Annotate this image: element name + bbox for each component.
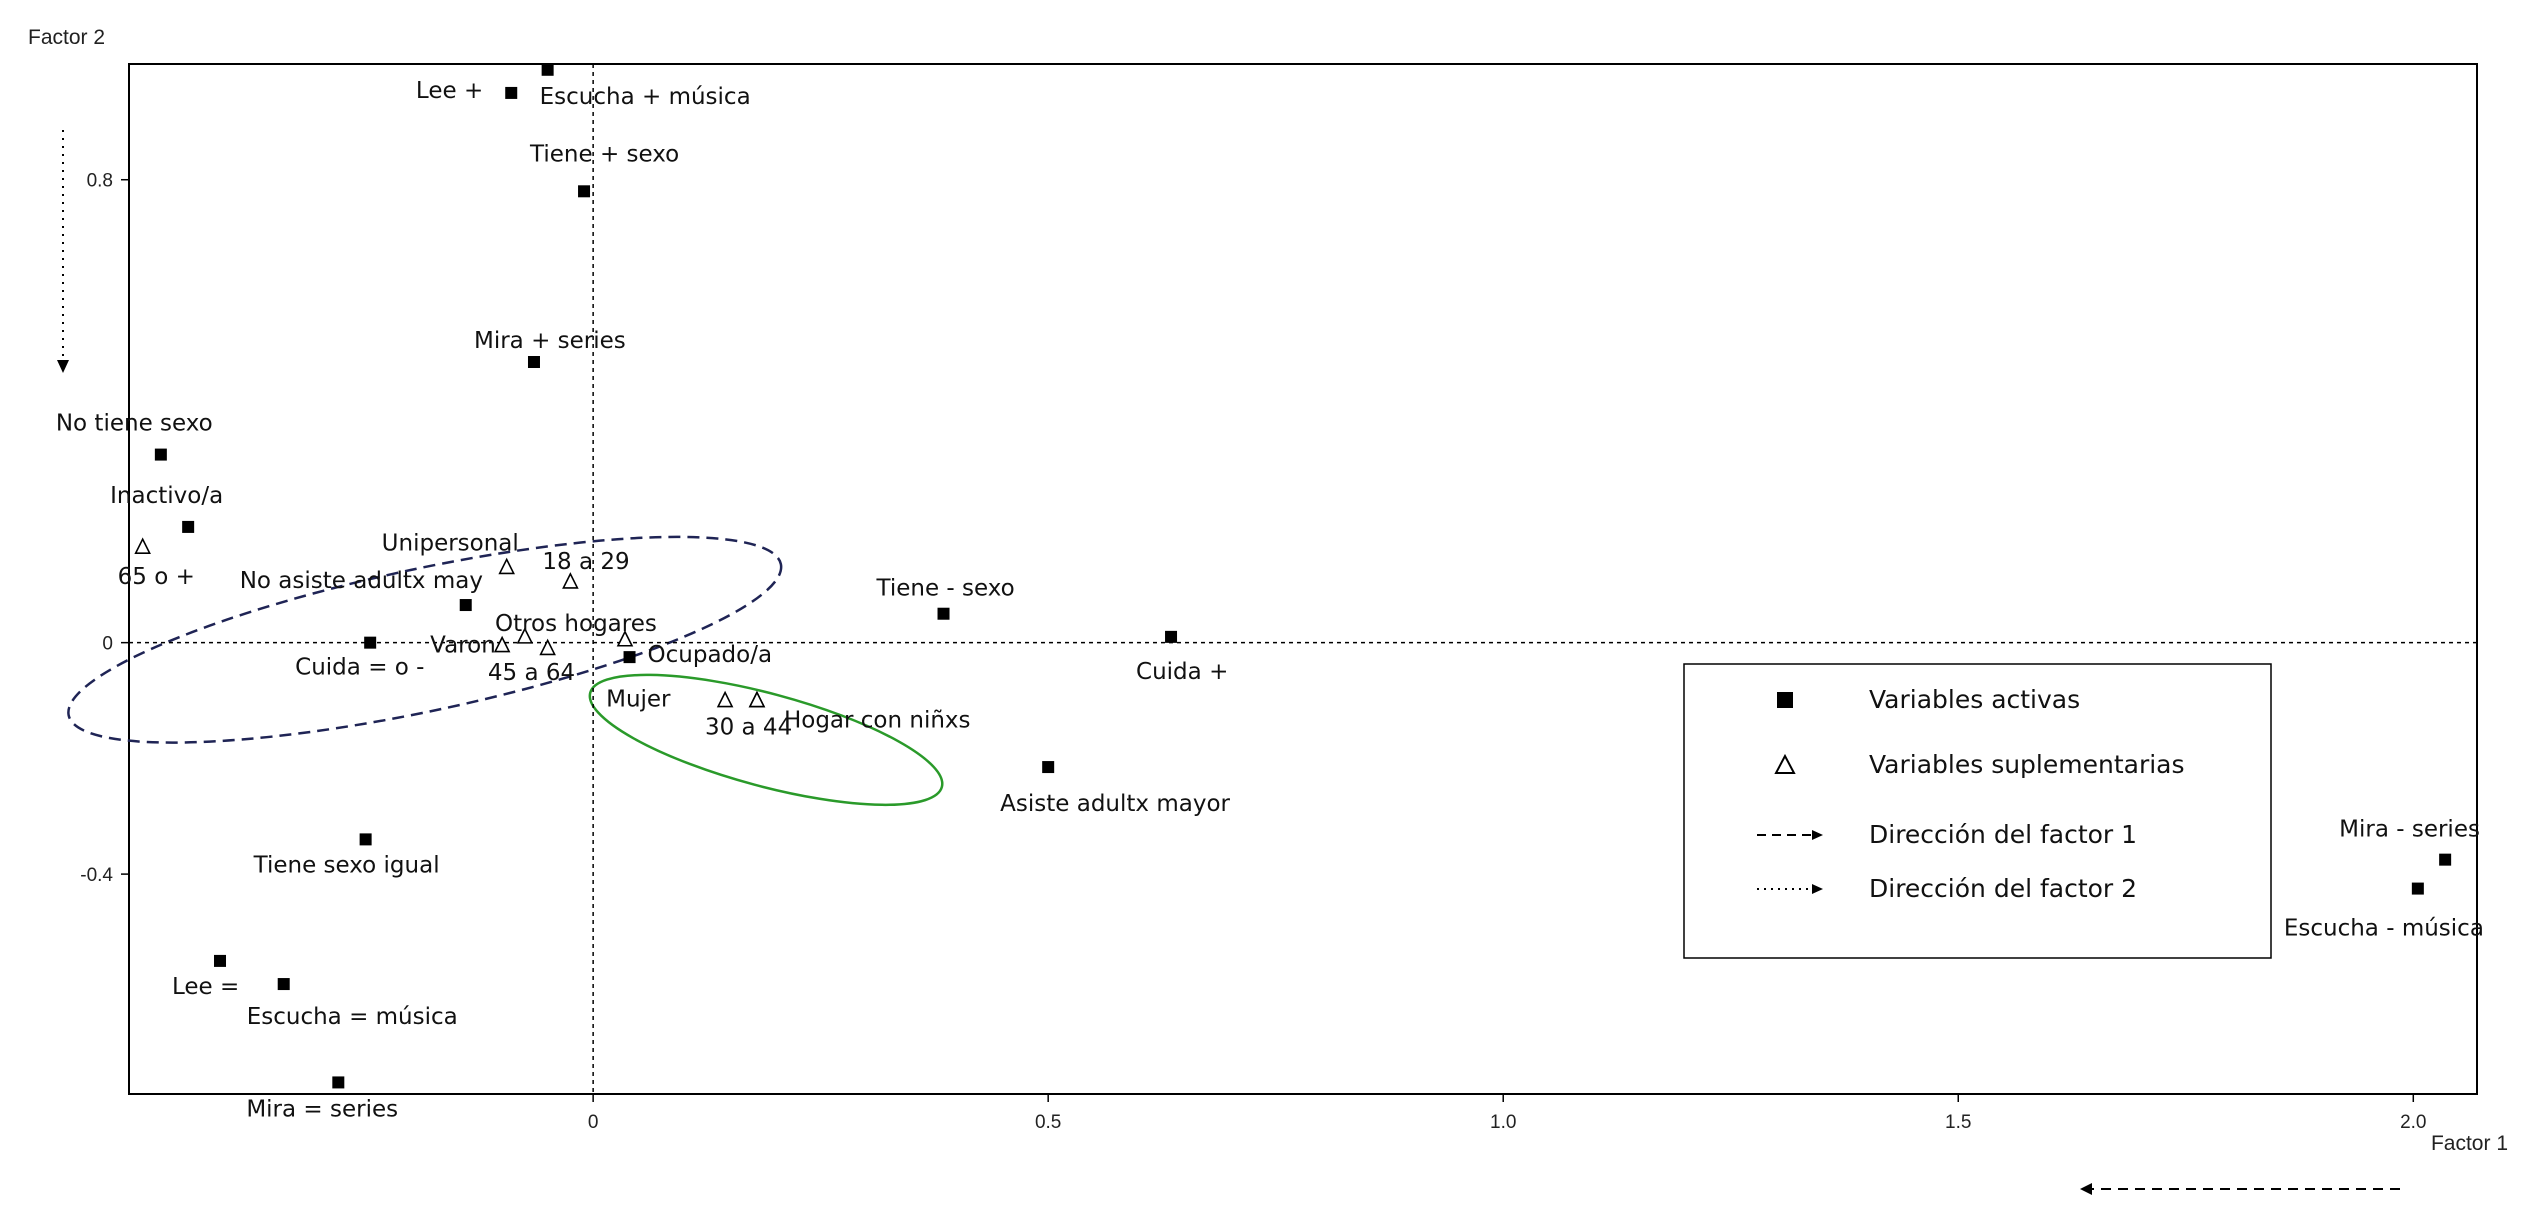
label-unipersonal: Unipersonal <box>382 530 519 556</box>
point-escucha-musica <box>2411 882 2424 895</box>
legend-dashed-arrowhead <box>1812 830 1823 840</box>
ellipses-layer <box>67 535 944 807</box>
point-cuida-o <box>364 636 377 649</box>
label-mira-series: Mira - series <box>2339 817 2480 843</box>
axis-ticks: 0 0.5 1.0 1.5 2.0 0.8 0 -0.4 <box>80 171 2426 1133</box>
label-tiene-sexo-igual: Tiene sexo igual <box>253 852 440 878</box>
point-65-o <box>134 537 151 554</box>
point-no-tiene-sexo <box>154 448 167 461</box>
highlight-ellipse-2 <box>588 673 944 807</box>
x-tick-label: 1.0 <box>1490 1112 1516 1133</box>
label-ocupado-a: Ocupado/a <box>648 642 773 668</box>
reference-lines <box>129 64 2477 1094</box>
label-escucha-musica: Escucha = música <box>247 1004 458 1030</box>
legend-dotted-arrowhead <box>1812 884 1823 894</box>
point-varon <box>493 635 511 653</box>
label-escucha-musica: Escucha + música <box>540 84 751 110</box>
legend-label-variables-activas: Variables activas <box>1869 685 2080 714</box>
point-cuida <box>1165 630 1178 643</box>
label-45-a-64: 45 a 64 <box>488 660 575 686</box>
point-45-a-64 <box>516 627 534 644</box>
legend: Variables activas Variables suplementaria… <box>1683 663 2272 959</box>
legend-label-direccion-del-factor-2: Dirección del factor 2 <box>1869 874 2137 903</box>
point-tiene-sexo <box>578 185 591 198</box>
point-mira-series <box>527 356 540 369</box>
point-18-a-29 <box>562 572 579 589</box>
label-mira-series: Mira + series <box>474 328 626 354</box>
label-tiene-sexo: Tiene + sexo <box>529 141 679 167</box>
direction-arrows <box>57 130 2400 1195</box>
label-no-asiste-adultx-may: No asiste adultx may <box>240 568 483 594</box>
legend-square-icon <box>1777 692 1793 708</box>
point-no-asiste-adultx-may <box>459 599 472 612</box>
label-mujer: Mujer <box>606 687 671 713</box>
point-labels: Lee + Escucha + música Tiene + sexo Mira + … <box>56 78 2484 1122</box>
label-30-a-44: 30 a 44 <box>705 715 792 741</box>
label-18-a-29: 18 a 29 <box>542 549 629 575</box>
point-otros-hogares <box>616 629 634 647</box>
point-mujer <box>716 690 734 708</box>
legend-label-direccion-del-factor-1: Dirección del factor 1 <box>1869 820 2137 849</box>
label-no-tiene-sexo: No tiene sexo <box>56 411 213 437</box>
point-mira-series <box>332 1076 345 1089</box>
legend-box <box>1683 663 2272 959</box>
plot-frame <box>128 63 2478 1095</box>
label-65-o: 65 o + <box>118 564 195 590</box>
x-tick-label: 0.5 <box>1035 1112 1061 1133</box>
highlight-ellipse-1 <box>67 535 783 744</box>
label-inactivo-a: Inactivo/a <box>110 483 223 509</box>
factor2-arrowhead <box>57 360 69 373</box>
factor1-arrowhead <box>2080 1183 2092 1195</box>
label-escucha-musica: Escucha - música <box>2284 916 2484 942</box>
point-unlabeled-6 <box>539 638 556 656</box>
y-tick-label: 0.8 <box>87 171 113 192</box>
point-lee <box>214 954 227 967</box>
label-cuida: Cuida + <box>1136 659 1228 685</box>
point-unipersonal <box>498 557 515 575</box>
point-ocupado-a <box>623 651 636 664</box>
x-tick-label: 2.0 <box>2400 1112 2426 1133</box>
point-escucha-musica <box>277 978 290 991</box>
point-mira-series <box>2439 853 2452 866</box>
label-lee: Lee + <box>416 78 483 104</box>
y-tick-label: -0.4 <box>80 865 113 886</box>
label-hogar-con-ninxs: Hogar con niñxs <box>784 708 971 734</box>
legend-triangle-icon <box>1774 753 1796 774</box>
label-cuida-o: Cuida = o - <box>295 655 424 681</box>
x-tick-label: 0 <box>588 1112 599 1133</box>
legend-label-variables-suplementarias: Variables suplementarias <box>1869 750 2185 779</box>
x-axis-title: Factor 1 <box>2431 1132 2508 1155</box>
point-asiste-adultx-mayor <box>1042 761 1055 774</box>
point-tiene-sexo-igual <box>359 833 372 846</box>
label-varon: Varon <box>430 633 496 659</box>
label-otros-hogares: Otros hogares <box>495 611 657 637</box>
point-tiene-sexo <box>937 607 950 620</box>
y-tick-label: 0 <box>102 634 113 655</box>
label-mira-series: Mira = series <box>246 1096 398 1122</box>
label-asiste-adultx-mayor: Asiste adultx mayor <box>1000 791 1230 817</box>
point-hogar-con-ninxs <box>748 690 766 708</box>
point-escucha-musica <box>541 63 554 76</box>
label-lee: Lee = <box>172 974 239 1000</box>
y-axis-title: Factor 2 <box>28 26 105 49</box>
data-points <box>134 63 2452 1089</box>
x-tick-label: 1.5 <box>1945 1112 1971 1133</box>
label-tiene-sexo: Tiene - sexo <box>876 576 1015 602</box>
point-lee <box>505 86 518 99</box>
point-inactivo-a <box>182 520 195 533</box>
